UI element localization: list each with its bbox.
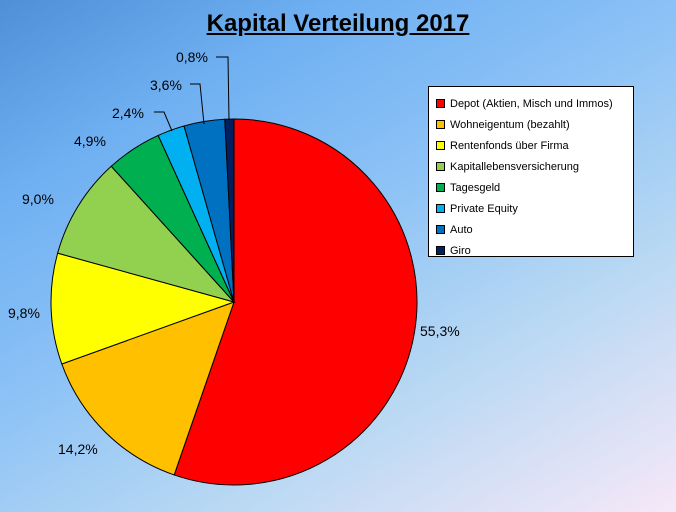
legend-item: Rentenfonds über Firma bbox=[436, 135, 633, 156]
legend-swatch bbox=[436, 99, 445, 108]
legend-label: Depot (Aktien, Misch und Immos) bbox=[450, 97, 613, 110]
data-label: 2,4% bbox=[112, 105, 144, 121]
data-label: 3,6% bbox=[150, 77, 182, 93]
legend-item: Giro bbox=[436, 240, 633, 261]
legend-label: Giro bbox=[450, 244, 471, 257]
legend-swatch bbox=[436, 246, 445, 255]
data-label: 9,8% bbox=[8, 305, 40, 321]
legend-item: Depot (Aktien, Misch und Immos) bbox=[436, 93, 633, 114]
legend-swatch bbox=[436, 225, 445, 234]
legend-label: Tagesgeld bbox=[450, 181, 501, 194]
legend-label: Kapitallebensversicherung bbox=[450, 160, 580, 173]
legend-swatch bbox=[436, 162, 445, 171]
data-label: 0,8% bbox=[176, 49, 208, 65]
leader-line bbox=[154, 111, 173, 132]
legend-swatch bbox=[436, 183, 445, 192]
pie-slice bbox=[61, 301, 235, 476]
data-label: 55,3% bbox=[420, 323, 460, 339]
pie-slice bbox=[50, 252, 236, 365]
chart-title: Kapital Verteilung 2017 bbox=[206, 10, 470, 37]
leader-line bbox=[190, 83, 205, 125]
pie-slice bbox=[57, 165, 236, 303]
leader-line bbox=[216, 56, 230, 121]
legend-item: Private Equity bbox=[436, 198, 633, 219]
legend-item: Wohneigentum (bezahlt) bbox=[436, 114, 633, 135]
pie-slice bbox=[173, 118, 418, 486]
legend-swatch bbox=[436, 204, 445, 213]
legend-item: Kapitallebensversicherung bbox=[436, 156, 633, 177]
legend-item: Auto bbox=[436, 219, 633, 240]
data-label: 14,2% bbox=[58, 441, 98, 457]
legend-label: Rentenfonds über Firma bbox=[450, 139, 569, 152]
data-label: 9,0% bbox=[22, 191, 54, 207]
legend-label: Private Equity bbox=[450, 202, 518, 215]
legend-swatch bbox=[436, 120, 445, 129]
chart-legend: Depot (Aktien, Misch und Immos) Wohneigen… bbox=[428, 86, 634, 257]
legend-swatch bbox=[436, 141, 445, 150]
legend-label: Auto bbox=[450, 223, 473, 236]
legend-item: Tagesgeld bbox=[436, 177, 633, 198]
legend-label: Wohneigentum (bezahlt) bbox=[450, 118, 570, 131]
data-label: 4,9% bbox=[74, 133, 106, 149]
